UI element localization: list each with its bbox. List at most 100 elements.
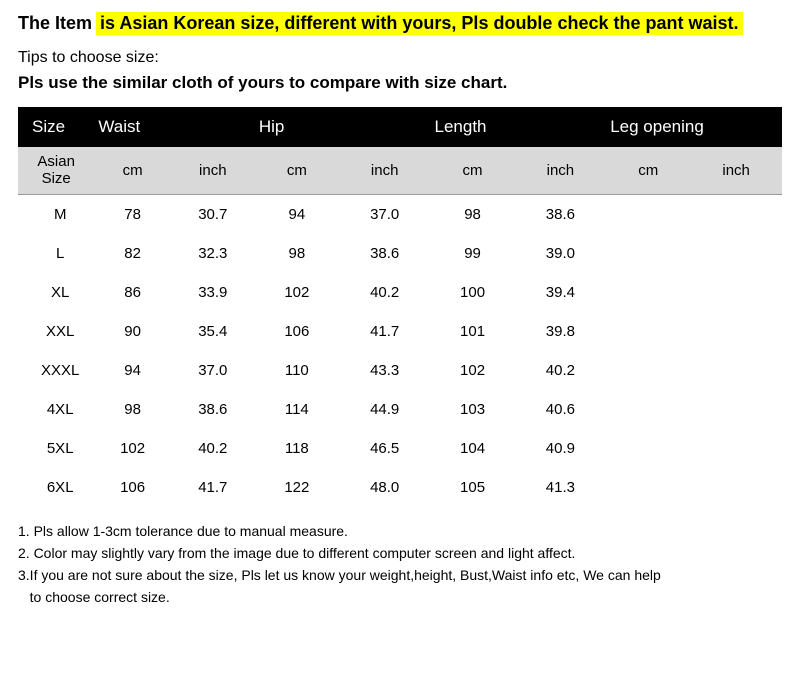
cell-waist-cm: 98: [94, 390, 170, 429]
col-leg-opening: Leg opening: [606, 107, 782, 147]
cell-len-in: 40.6: [515, 390, 607, 429]
table-row: M7830.79437.09838.6: [18, 194, 782, 234]
cell-size: M: [18, 194, 94, 234]
note-1: 1. Pls allow 1-3cm tolerance due to manu…: [18, 521, 782, 542]
cell-hip-in: 41.7: [339, 312, 431, 351]
cell-hip-in: 38.6: [339, 234, 431, 273]
cell-hip-in: 46.5: [339, 429, 431, 468]
cell-hip-cm: 110: [255, 351, 339, 390]
cell-len-cm: 100: [431, 273, 515, 312]
subcol-asian-size: AsianSize: [18, 147, 94, 194]
cell-size: 6XL: [18, 468, 94, 507]
cell-hip-cm: 114: [255, 390, 339, 429]
cell-size: L: [18, 234, 94, 273]
cell-leg-cm: [606, 234, 690, 273]
table-row: 5XL10240.211846.510440.9: [18, 429, 782, 468]
subcol-len-cm: cm: [431, 147, 515, 194]
cell-leg-in: [690, 234, 782, 273]
cell-waist-in: 37.0: [171, 351, 255, 390]
cell-hip-cm: 98: [255, 234, 339, 273]
cell-size: XXL: [18, 312, 94, 351]
cell-size: XXXL: [18, 351, 94, 390]
cell-hip-in: 43.3: [339, 351, 431, 390]
cell-size: 4XL: [18, 390, 94, 429]
cell-len-in: 39.4: [515, 273, 607, 312]
col-hip: Hip: [255, 107, 431, 147]
cell-leg-cm: [606, 273, 690, 312]
size-chart-table: Size Waist Hip Length Leg opening AsianS…: [18, 107, 782, 507]
table-header-row-2: AsianSize cm inch cm inch cm inch cm inc…: [18, 147, 782, 194]
tips-bold: Pls use the similar cloth of yours to co…: [18, 73, 782, 93]
cell-leg-cm: [606, 429, 690, 468]
cell-hip-cm: 102: [255, 273, 339, 312]
header-highlight: is Asian Korean size, different with you…: [96, 12, 742, 35]
notes-block: 1. Pls allow 1-3cm tolerance due to manu…: [18, 521, 782, 608]
cell-len-in: 41.3: [515, 468, 607, 507]
cell-hip-in: 40.2: [339, 273, 431, 312]
cell-hip-in: 44.9: [339, 390, 431, 429]
cell-waist-cm: 78: [94, 194, 170, 234]
subcol-leg-in: inch: [690, 147, 782, 194]
cell-len-in: 39.8: [515, 312, 607, 351]
subcol-leg-cm: cm: [606, 147, 690, 194]
cell-size: 5XL: [18, 429, 94, 468]
col-waist: Waist: [94, 107, 254, 147]
cell-hip-cm: 122: [255, 468, 339, 507]
cell-waist-in: 32.3: [171, 234, 255, 273]
subcol-hip-cm: cm: [255, 147, 339, 194]
cell-leg-in: [690, 429, 782, 468]
cell-leg-in: [690, 351, 782, 390]
note-3a: 3.If you are not sure about the size, Pl…: [18, 565, 782, 586]
cell-len-cm: 98: [431, 194, 515, 234]
note-2: 2. Color may slightly vary from the imag…: [18, 543, 782, 564]
cell-waist-cm: 94: [94, 351, 170, 390]
col-size: Size: [18, 107, 94, 147]
header-line: The Item is Asian Korean size, different…: [18, 12, 782, 35]
table-row: XXXL9437.011043.310240.2: [18, 351, 782, 390]
cell-len-cm: 103: [431, 390, 515, 429]
subcol-waist-cm: cm: [94, 147, 170, 194]
cell-len-cm: 104: [431, 429, 515, 468]
cell-waist-in: 41.7: [171, 468, 255, 507]
header-prefix: The Item: [18, 13, 92, 34]
cell-waist-in: 30.7: [171, 194, 255, 234]
cell-waist-in: 33.9: [171, 273, 255, 312]
subcol-waist-in: inch: [171, 147, 255, 194]
cell-waist-cm: 90: [94, 312, 170, 351]
cell-waist-cm: 86: [94, 273, 170, 312]
cell-hip-cm: 118: [255, 429, 339, 468]
cell-leg-in: [690, 273, 782, 312]
tips-label: Tips to choose size:: [18, 49, 782, 67]
cell-waist-in: 38.6: [171, 390, 255, 429]
cell-leg-in: [690, 312, 782, 351]
cell-leg-cm: [606, 194, 690, 234]
table-row: XXL9035.410641.710139.8: [18, 312, 782, 351]
table-row: L8232.39838.69939.0: [18, 234, 782, 273]
cell-len-cm: 99: [431, 234, 515, 273]
cell-hip-cm: 94: [255, 194, 339, 234]
cell-len-cm: 102: [431, 351, 515, 390]
cell-waist-cm: 82: [94, 234, 170, 273]
cell-leg-in: [690, 468, 782, 507]
cell-leg-in: [690, 390, 782, 429]
cell-waist-in: 40.2: [171, 429, 255, 468]
table-row: XL8633.910240.210039.4: [18, 273, 782, 312]
table-row: 4XL9838.611444.910340.6: [18, 390, 782, 429]
cell-hip-in: 48.0: [339, 468, 431, 507]
cell-hip-cm: 106: [255, 312, 339, 351]
cell-leg-cm: [606, 390, 690, 429]
cell-len-in: 38.6: [515, 194, 607, 234]
cell-len-in: 40.9: [515, 429, 607, 468]
cell-leg-cm: [606, 351, 690, 390]
cell-waist-in: 35.4: [171, 312, 255, 351]
table-header-row-1: Size Waist Hip Length Leg opening: [18, 107, 782, 147]
cell-len-cm: 105: [431, 468, 515, 507]
col-length: Length: [431, 107, 607, 147]
cell-waist-cm: 102: [94, 429, 170, 468]
cell-len-in: 39.0: [515, 234, 607, 273]
cell-len-cm: 101: [431, 312, 515, 351]
cell-hip-in: 37.0: [339, 194, 431, 234]
table-body: M7830.79437.09838.6L8232.39838.69939.0XL…: [18, 194, 782, 507]
cell-leg-cm: [606, 468, 690, 507]
cell-leg-cm: [606, 312, 690, 351]
